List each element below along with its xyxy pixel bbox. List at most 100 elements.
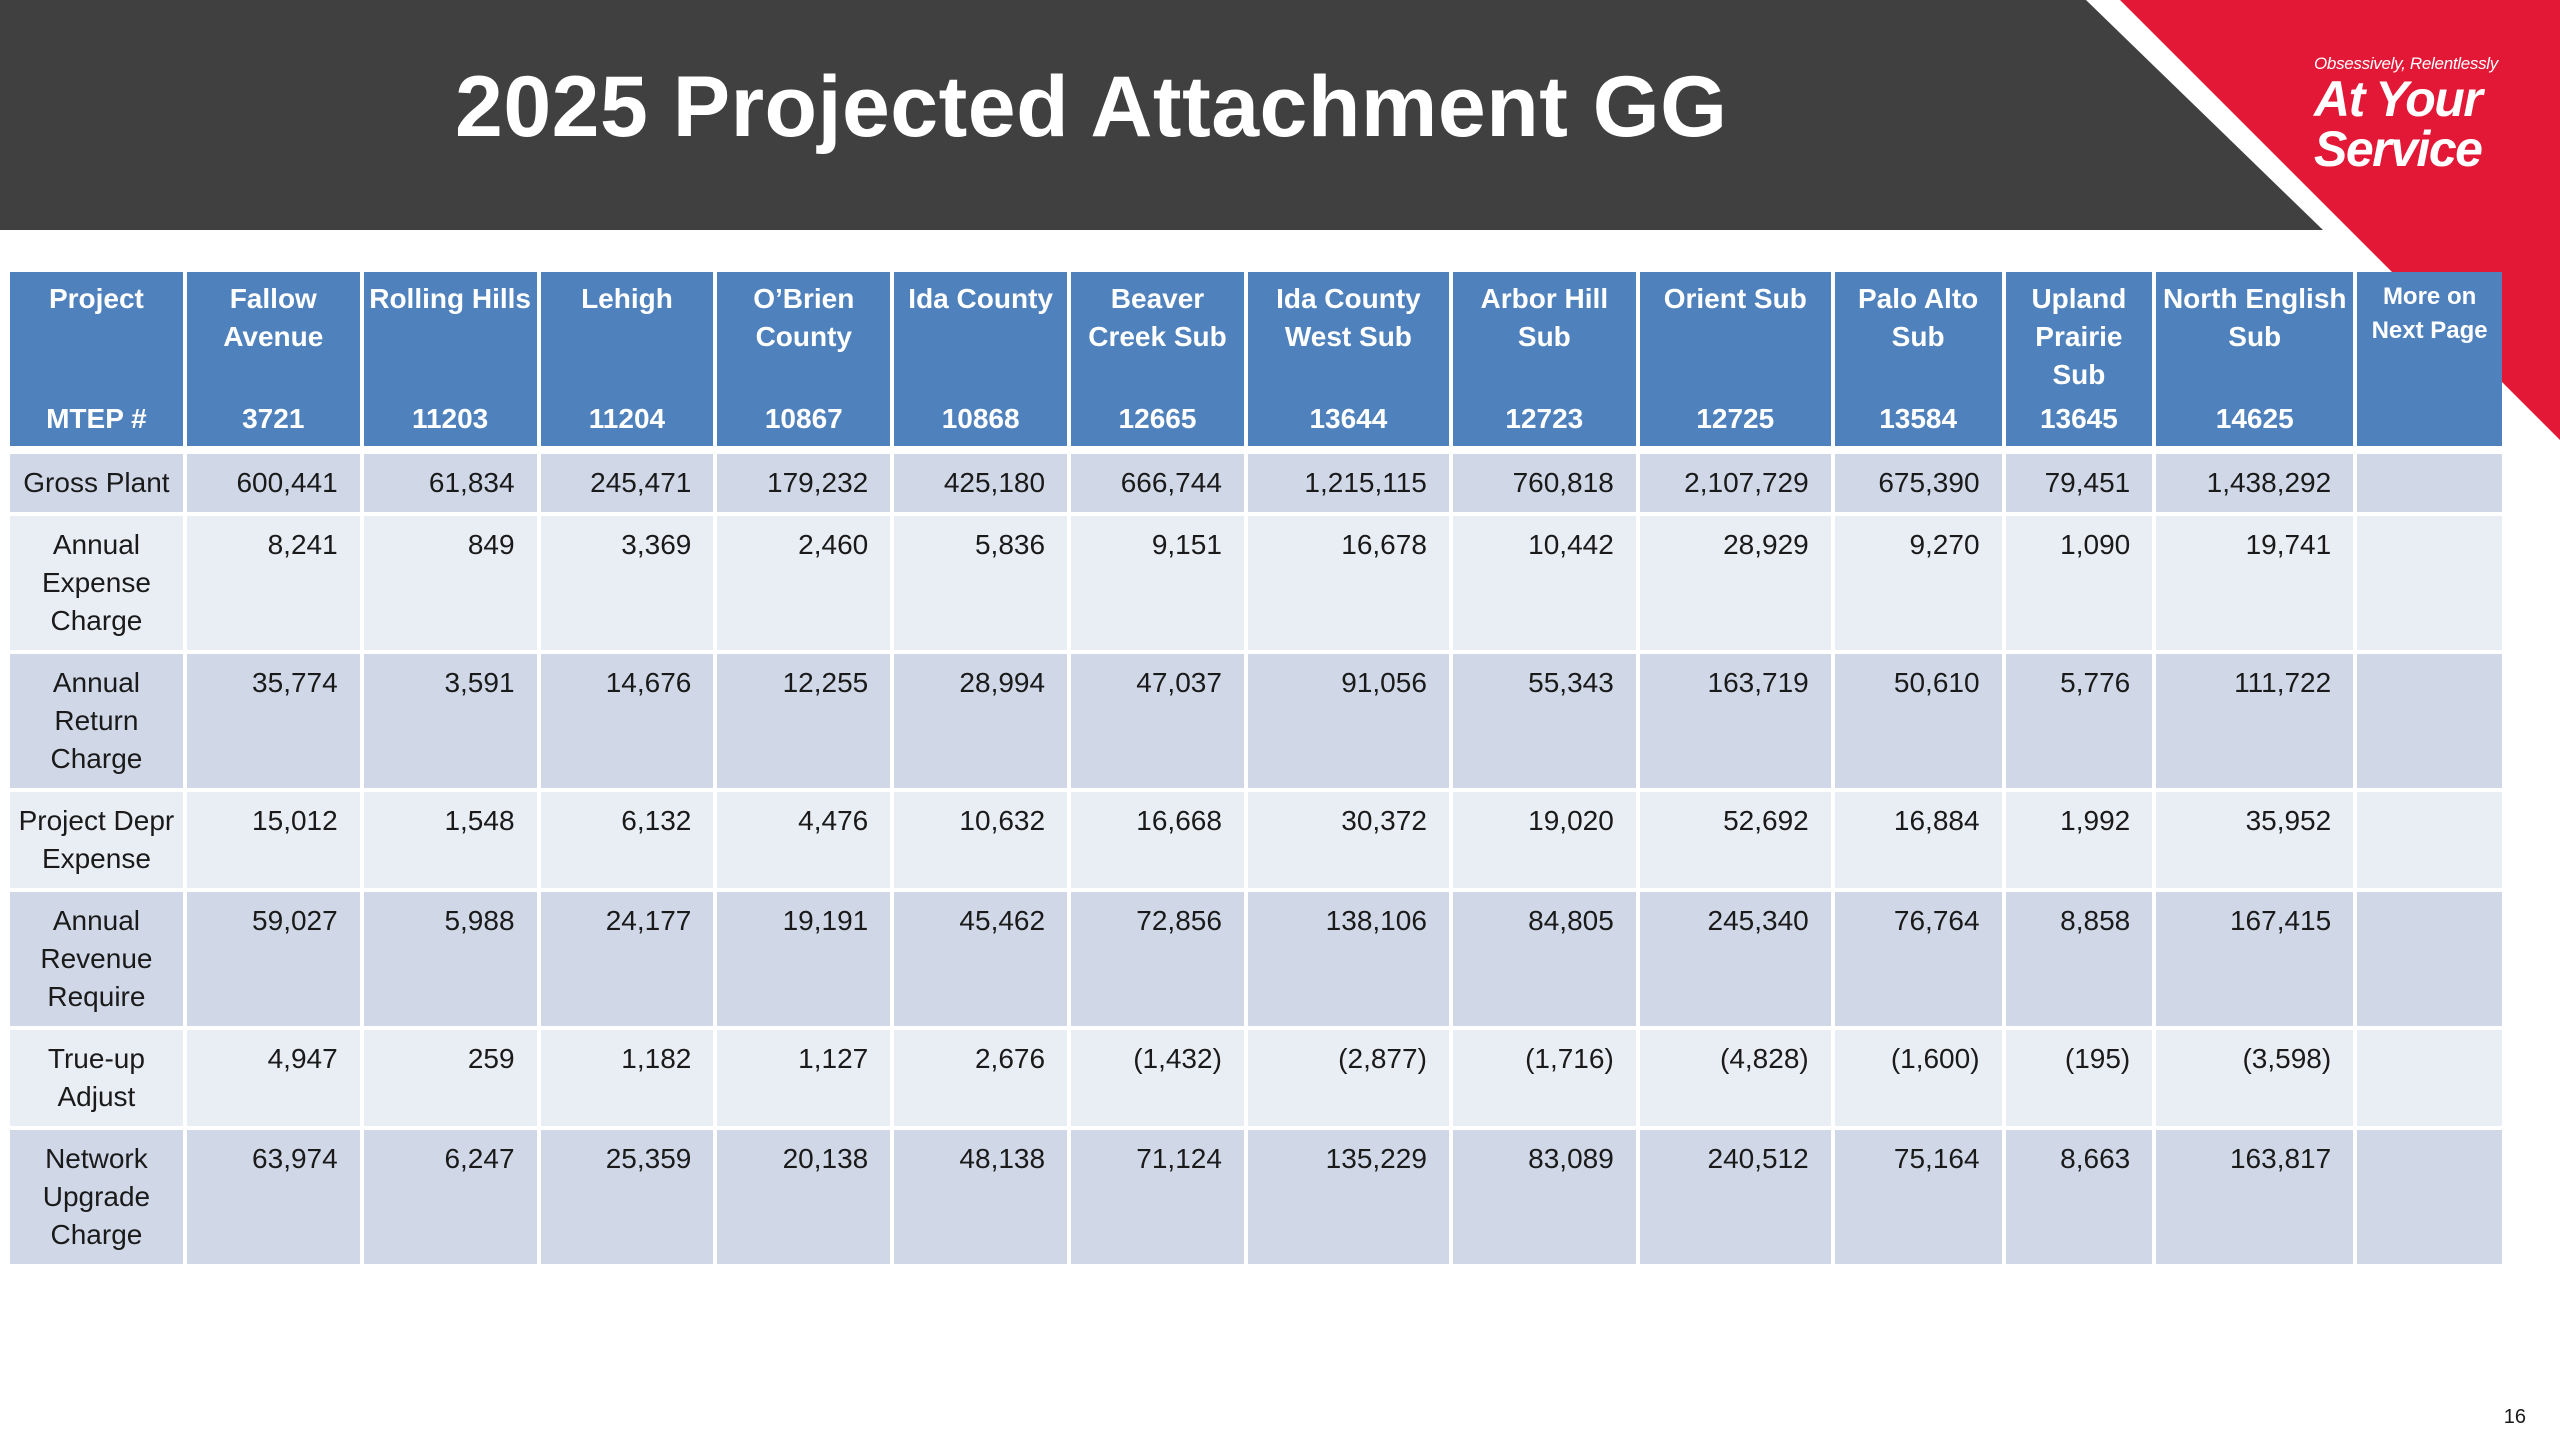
table-cell: 8,858 <box>2005 892 2153 1030</box>
table-cell: 240,512 <box>1639 1130 1831 1268</box>
table-cell: 8,241 <box>186 516 360 654</box>
column-header-palo-alto-sub: Palo Alto Sub 13584 <box>1834 272 2002 454</box>
table-cell: 849 <box>363 516 537 654</box>
table-cell: 6,132 <box>540 792 714 892</box>
table-cell: 600,441 <box>186 454 360 516</box>
table-cell: 1,127 <box>717 1030 891 1130</box>
table-cell: 9,151 <box>1071 516 1244 654</box>
table-cell: 61,834 <box>363 454 537 516</box>
column-header-ida-county-west-sub: Ida County West Sub 13644 <box>1247 272 1449 454</box>
table-cell: 163,817 <box>2156 1130 2354 1268</box>
column-header-beaver-creek-sub: Beaver Creek Sub 12665 <box>1071 272 1244 454</box>
table-cell: 1,182 <box>540 1030 714 1130</box>
header-cell-content: Arbor Hill Sub 12723 <box>1457 280 1632 438</box>
logo-line-2: Service <box>2314 121 2483 177</box>
table-cell: (2,877) <box>1247 1030 1449 1130</box>
column-mtep-number: MTEP # <box>46 403 147 434</box>
table-cell: 91,056 <box>1247 654 1449 792</box>
table-row: Annual Revenue Require 59,027 5,988 24,177 1… <box>10 892 2502 1030</box>
table-cell: 83,089 <box>1452 1130 1636 1268</box>
row-label: Annual Expense Charge <box>10 516 183 654</box>
column-mtep-number: 11203 <box>411 403 489 434</box>
table-cell: 84,805 <box>1452 892 1636 1030</box>
table-cell: (4,828) <box>1639 1030 1831 1130</box>
column-project-name: Orient Sub <box>1663 283 1807 314</box>
table-cell: 59,027 <box>186 892 360 1030</box>
column-project-name: Beaver Creek Sub <box>1088 283 1227 352</box>
table-cell: 760,818 <box>1452 454 1636 516</box>
table-cell: 35,774 <box>186 654 360 792</box>
table-cell-empty <box>2357 792 2502 892</box>
table-cell: 163,719 <box>1639 654 1831 792</box>
table-cell: 52,692 <box>1639 792 1831 892</box>
table-row: Annual Expense Charge 8,241 849 3,369 2,460 5… <box>10 516 2502 654</box>
table-cell: 2,460 <box>717 516 891 654</box>
table-cell: 79,451 <box>2005 454 2153 516</box>
column-header-orient-sub: Orient Sub 12725 <box>1639 272 1831 454</box>
column-mtep-number: 13644 <box>1309 403 1388 434</box>
column-mtep-number: 13645 <box>2039 403 2118 434</box>
table-cell-empty <box>2357 1130 2502 1268</box>
table-cell: 2,676 <box>894 1030 1068 1130</box>
row-label: Network Upgrade Charge <box>10 1130 183 1268</box>
column-project-name: Ida County <box>908 283 1053 314</box>
column-header-rolling-hills: Rolling Hills 11203 <box>363 272 537 454</box>
column-mtep-number: 11204 <box>588 403 666 434</box>
attachment-gg-table: Project MTEP # Fallow Avenue 3721 Rolling Hi… <box>6 272 2506 1268</box>
table-row: Project Depr Expense 15,012 1,548 6,132 4,47… <box>10 792 2502 892</box>
table-cell: 167,415 <box>2156 892 2354 1030</box>
table-cell: 9,270 <box>1834 516 2002 654</box>
table-cell: 259 <box>363 1030 537 1130</box>
table-cell: 19,741 <box>2156 516 2354 654</box>
column-header-ida-county: Ida County 10868 <box>894 272 1068 454</box>
table-cell: 25,359 <box>540 1130 714 1268</box>
table-cell: 179,232 <box>717 454 891 516</box>
row-label: Annual Return Charge <box>10 654 183 792</box>
table-cell: 16,678 <box>1247 516 1449 654</box>
table-cell: 1,215,115 <box>1247 454 1449 516</box>
header-cell-content: Rolling Hills 11203 <box>368 280 533 438</box>
column-mtep-number: 10867 <box>764 403 843 434</box>
table-cell: 76,764 <box>1834 892 2002 1030</box>
page-number: 16 <box>2503 1406 2526 1428</box>
header-cell-content: Ida County 10868 <box>898 280 1063 438</box>
table-cell: 10,442 <box>1452 516 1636 654</box>
table-cell: 50,610 <box>1834 654 2002 792</box>
table-cell-empty <box>2357 454 2502 516</box>
header-cell-content: Project MTEP # <box>14 280 179 438</box>
table-cell: 666,744 <box>1071 454 1244 516</box>
column-project-name: Fallow Avenue <box>223 283 324 352</box>
column-project-name: Ida County West Sub <box>1276 283 1421 352</box>
table-cell: 55,343 <box>1452 654 1636 792</box>
column-project-name: North English Sub <box>2162 283 2347 352</box>
row-label: True-up Adjust <box>10 1030 183 1130</box>
table-cell: 30,372 <box>1247 792 1449 892</box>
header-cell-content: Orient Sub 12725 <box>1644 280 1827 438</box>
table-cell: 72,856 <box>1071 892 1244 1030</box>
table-cell: 19,191 <box>717 892 891 1030</box>
table-cell: 16,884 <box>1834 792 2002 892</box>
table-cell: 15,012 <box>186 792 360 892</box>
table-cell: 2,107,729 <box>1639 454 1831 516</box>
column-mtep-number: 12665 <box>1118 403 1197 434</box>
table-cell: 28,929 <box>1639 516 1831 654</box>
header-cell-content: Palo Alto Sub 13584 <box>1839 280 1998 438</box>
table-cell: 1,992 <box>2005 792 2153 892</box>
table-cell: 12,255 <box>717 654 891 792</box>
table-cell: 16,668 <box>1071 792 1244 892</box>
table-cell: (195) <box>2005 1030 2153 1130</box>
logo-line-1: At Your <box>2314 71 2483 127</box>
table-cell: (3,598) <box>2156 1030 2354 1130</box>
table-cell: 1,548 <box>363 792 537 892</box>
table-cell: 24,177 <box>540 892 714 1030</box>
table-cell-empty <box>2357 516 2502 654</box>
table-cell: 48,138 <box>894 1130 1068 1268</box>
table-cell: 138,106 <box>1247 892 1449 1030</box>
table-body: Gross Plant 600,441 61,834 245,471 179,232 42… <box>10 454 2502 1268</box>
column-mtep-number: 12725 <box>1696 403 1775 434</box>
header-cell-content: Fallow Avenue 3721 <box>191 280 356 438</box>
column-header-arbor-hill-sub: Arbor Hill Sub 12723 <box>1452 272 1636 454</box>
table-cell: 1,090 <box>2005 516 2153 654</box>
table-cell-empty <box>2357 654 2502 792</box>
table-cell: 19,020 <box>1452 792 1636 892</box>
